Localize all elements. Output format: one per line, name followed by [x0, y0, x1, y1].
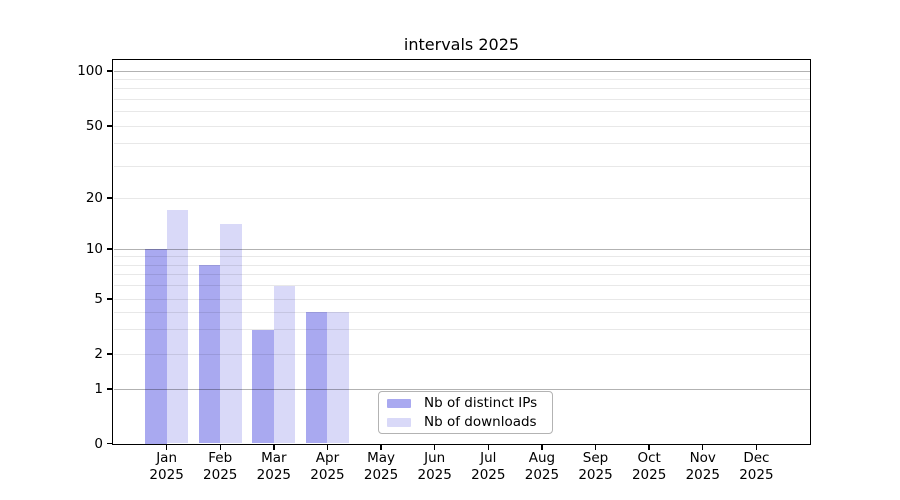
gridline-minor-70: [113, 98, 810, 100]
gridline-minor-40: [113, 143, 810, 145]
x-tick-aug: [541, 444, 543, 450]
legend-swatch-distinct-ips: [387, 398, 411, 408]
legend-item-downloads: Nb of downloads: [387, 414, 544, 430]
bar-distinct-ips-apr: [306, 312, 328, 444]
bar-downloads-mar: [273, 285, 296, 444]
bar-downloads-apr: [327, 312, 349, 444]
bar-distinct-ips-feb: [198, 265, 221, 444]
legend-label-downloads: Nb of downloads: [424, 414, 537, 430]
gridline-minor-60: [113, 111, 810, 113]
y-tick-label-2: 2: [94, 346, 103, 362]
y-tick-1: [107, 388, 113, 390]
gridline-minor-4: [113, 311, 810, 313]
x-tick-label-feb: Feb 2025: [203, 450, 238, 483]
y-tick-label-5: 5: [94, 291, 103, 307]
y-tick-20: [107, 197, 113, 199]
bar-downloads-feb: [220, 224, 242, 444]
x-tick-label-aug: Aug 2025: [524, 450, 560, 483]
y-tick-0: [107, 442, 113, 445]
x-tick-jan: [165, 444, 168, 450]
x-tick-mar: [273, 444, 275, 450]
gridline-minor-8: [113, 264, 810, 266]
x-tick-sep: [594, 444, 597, 450]
x-tick-oct: [648, 444, 650, 450]
gridline-minor-5: [113, 298, 810, 300]
x-tick-label-oct: Oct 2025: [631, 450, 667, 483]
gridline-major-1: [113, 388, 810, 390]
x-tick-nov: [702, 444, 704, 450]
legend-label-distinct-ips: Nb of distinct IPs: [424, 395, 538, 411]
gridline-minor-90: [113, 78, 810, 80]
y-tick-100: [107, 70, 113, 72]
y-tick-label-10: 10: [85, 241, 103, 257]
y-tick-label-50: 50: [85, 118, 103, 134]
x-tick-jul: [487, 444, 489, 450]
x-tick-jun: [433, 444, 436, 450]
x-tick-feb: [219, 444, 221, 450]
y-tick-label-100: 100: [77, 63, 103, 79]
gridline-major-10: [113, 248, 810, 250]
x-tick-label-jun: Jun 2025: [417, 450, 452, 483]
x-tick-dec: [755, 444, 758, 450]
x-tick-may: [380, 444, 382, 450]
legend-swatch-downloads: [387, 417, 411, 427]
y-tick-10: [107, 248, 113, 250]
gridline-minor-20: [113, 197, 810, 199]
x-tick-label-jul: Jul 2025: [471, 450, 506, 483]
gridline-minor-50: [113, 125, 810, 127]
y-tick-label-1: 1: [94, 381, 103, 397]
gridline-major-100: [113, 70, 810, 72]
x-tick-apr: [326, 444, 329, 450]
y-tick-50: [107, 125, 113, 127]
x-tick-label-sep: Sep 2025: [578, 450, 613, 483]
gridline-minor-3: [113, 329, 810, 331]
chart-title: intervals 2025: [403, 35, 520, 54]
x-tick-label-nov: Nov 2025: [685, 450, 720, 483]
y-tick-5: [107, 298, 113, 300]
gridline-minor-7: [113, 274, 810, 276]
x-tick-label-apr: Apr 2025: [310, 450, 345, 483]
legend-box: Nb of distinct IPs Nb of downloads: [378, 391, 553, 434]
x-tick-label-jan: Jan 2025: [149, 450, 184, 483]
bar-distinct-ips-jan: [145, 249, 167, 444]
gridline-minor-9: [113, 256, 810, 258]
x-tick-label-may: May 2025: [363, 450, 399, 483]
plot-area: [112, 59, 811, 445]
bar-downloads-jan: [166, 209, 188, 444]
y-tick-label-0: 0: [94, 435, 103, 452]
x-tick-label-dec: Dec 2025: [739, 450, 774, 483]
gridline-minor-80: [113, 88, 810, 90]
y-tick-label-20: 20: [85, 190, 103, 206]
bar-distinct-ips-mar: [252, 329, 274, 444]
legend-item-distinct-ips: Nb of distinct IPs: [387, 395, 544, 411]
gridline-minor-2: [113, 353, 810, 355]
y-tick-2: [107, 353, 113, 355]
x-tick-label-mar: Mar 2025: [256, 450, 292, 483]
gridline-minor-30: [113, 165, 810, 167]
gridline-minor-6: [113, 285, 810, 287]
